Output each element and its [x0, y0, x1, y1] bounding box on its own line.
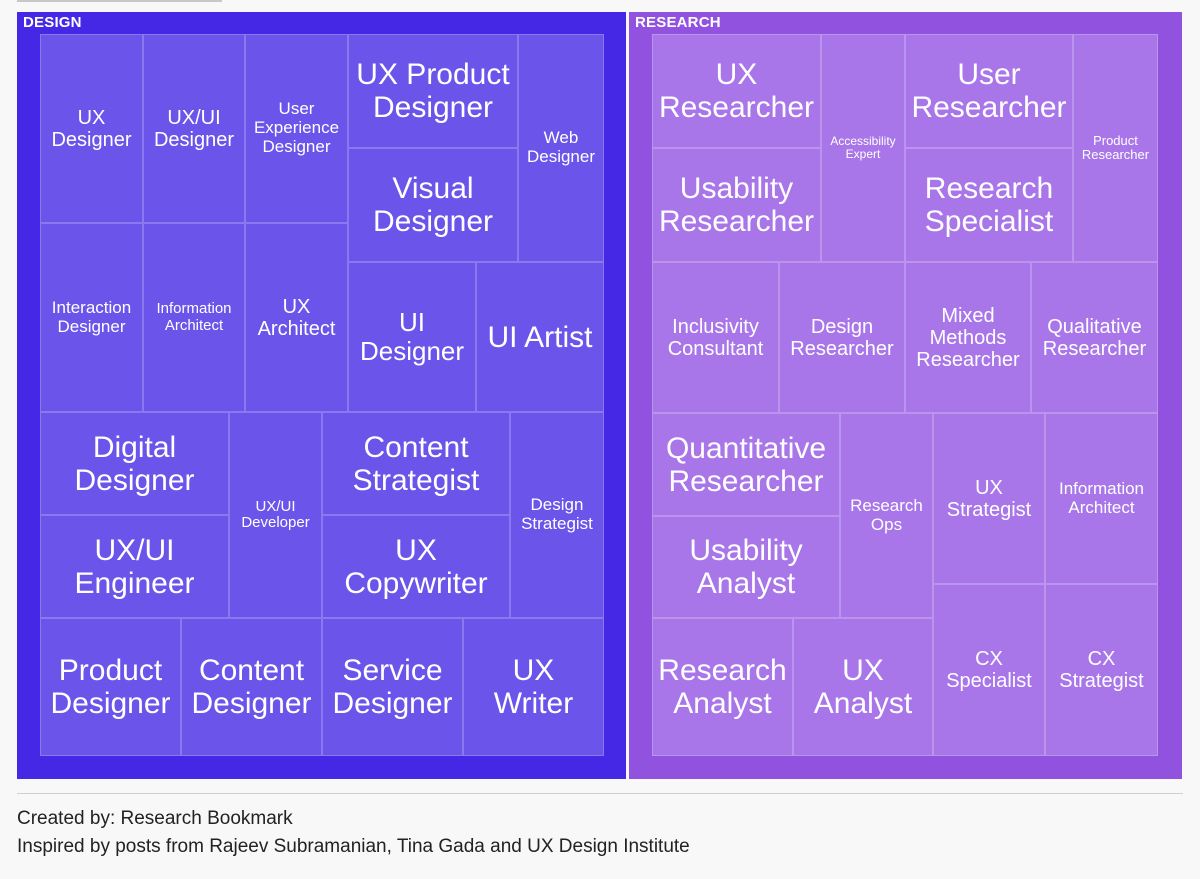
treemap-cell-content-designer: Content Designer	[181, 618, 322, 756]
treemap-cell-ux-strategist: UX Strategist	[933, 413, 1045, 584]
treemap-cell-information-architect: Information Architect	[1045, 413, 1158, 584]
treemap-cell-ui-designer: UI Designer	[348, 262, 476, 412]
treemap-cell-cx-strategist: CX Strategist	[1045, 584, 1158, 756]
treemap-cell-interaction-designer: Interaction Designer	[40, 223, 143, 412]
treemap-cell-ux-architect: UX Architect	[245, 223, 348, 412]
treemap-cell-qualitative-researcher: Qualitative Researcher	[1031, 262, 1158, 413]
treemap-cell-digital-designer: Digital Designer	[40, 412, 229, 515]
treemap-cell-cx-specialist: CX Specialist	[933, 584, 1045, 756]
treemap-cell-research-analyst: Research Analyst	[652, 618, 793, 756]
treemap-cell-product-designer: Product Designer	[40, 618, 181, 756]
treemap-cell-inclusivity-consultant: Inclusivity Consultant	[652, 262, 779, 413]
treemap-cell-product-researcher: Product Researcher	[1073, 34, 1158, 262]
treemap-cell-research-specialist: Research Specialist	[905, 148, 1073, 262]
treemap-cell-service-designer: Service Designer	[322, 618, 463, 756]
treemap-cell-design-researcher: Design Researcher	[779, 262, 905, 413]
treemap-cell-ui-artist: UI Artist	[476, 262, 604, 412]
treemap-cell-ux-ui-developer: UX/UI Developer	[229, 412, 322, 618]
treemap-cell-information-architect: Information Architect	[143, 223, 245, 412]
top-divider	[17, 0, 222, 2]
treemap-cell-usability-analyst: Usability Analyst	[652, 516, 840, 618]
treemap-cell-quantitative-researcher: Quantitative Researcher	[652, 413, 840, 516]
treemap-cell-design-strategist: Design Strategist	[510, 412, 604, 618]
treemap-cell-accessibility-expert: Accessibility Expert	[821, 34, 905, 262]
created-by-text: Created by: Research Bookmark	[17, 808, 293, 829]
treemap-cell-user-experience-designer: User Experience Designer	[245, 34, 348, 223]
treemap-cell-visual-designer: Visual Designer	[348, 148, 518, 262]
treemap-cell-ux-analyst: UX Analyst	[793, 618, 933, 756]
treemap-cell-content-strategist: Content Strategist	[322, 412, 510, 515]
treemap-cell-ux-ui-designer: UX/UI Designer	[143, 34, 245, 223]
treemap-cell-research-ops: Research Ops	[840, 413, 933, 618]
inspired-by-text: Inspired by posts from Rajeev Subramania…	[17, 836, 690, 857]
treemap-cell-usability-researcher: Usability Researcher	[652, 148, 821, 262]
treemap-cell-ux-designer: UX Designer	[40, 34, 143, 223]
treemap-cell-ux-writer: UX Writer	[463, 618, 604, 756]
group-design: DESIGN UX Designer UX/UI Designer User Exp…	[17, 12, 626, 779]
group-title-research: RESEARCH	[635, 14, 721, 31]
treemap-cell-ux-ui-engineer: UX/UI Engineer	[40, 515, 229, 618]
treemap-cell-user-researcher: User Researcher	[905, 34, 1073, 148]
treemap-cell-ux-product-designer: UX Product Designer	[348, 34, 518, 148]
treemap-cell-ux-researcher: UX Researcher	[652, 34, 821, 148]
group-title-design: DESIGN	[23, 14, 82, 31]
group-research: RESEARCH UX Researcher Usability Research…	[629, 12, 1182, 779]
treemap-cell-web-designer: Web Designer	[518, 34, 604, 262]
treemap-cell-ux-copywriter: UX Copywriter	[322, 515, 510, 618]
footer-divider	[17, 793, 1183, 794]
treemap-cell-mixed-methods-researcher: Mixed Methods Researcher	[905, 262, 1031, 413]
